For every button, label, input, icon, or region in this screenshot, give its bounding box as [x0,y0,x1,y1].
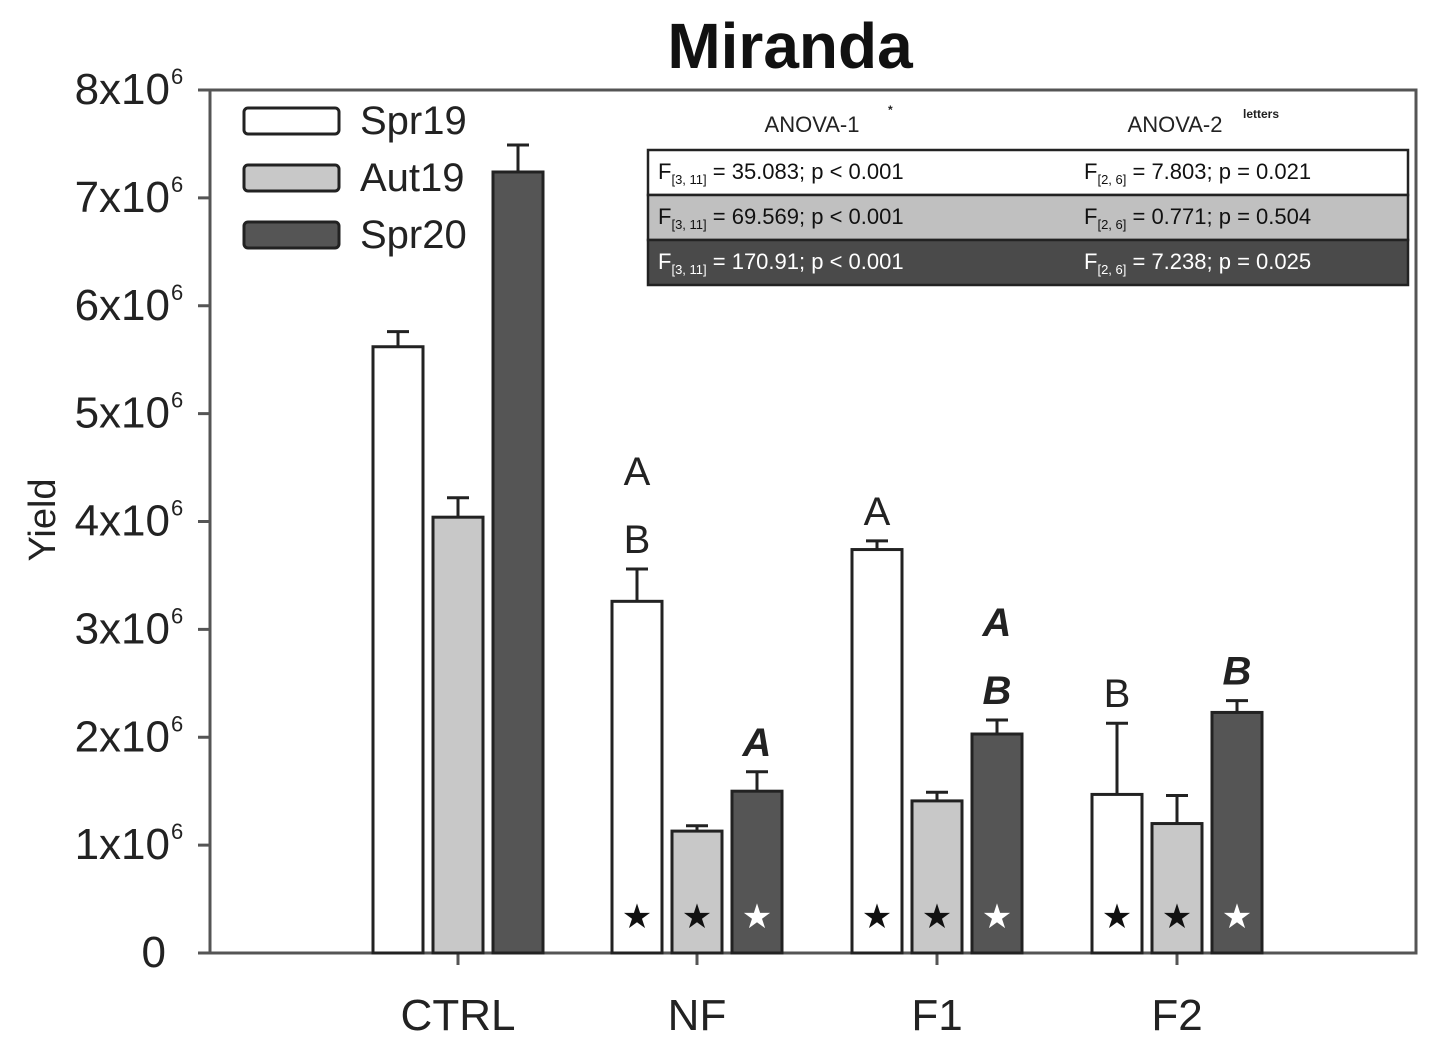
significance-star: ★ [742,898,772,936]
significance-star: ★ [682,898,712,936]
y-tick-exponent: 6 [171,603,183,628]
y-tick-exponent: 6 [171,496,183,521]
legend-label: Aut19 [360,156,465,200]
y-tick-exponent: 6 [171,819,183,844]
anova-2-header: ANOVA-2 [1128,112,1223,137]
y-tick-label: 4x10 [75,497,170,546]
bar-spr19-f1 [850,548,904,955]
y-tick-label: 3x10 [75,604,170,653]
anova-stat: F[3, 11] = 69.569; p < 0.001 [658,204,904,232]
group-letter: B [624,518,651,562]
anova-row [646,148,1410,197]
y-tick-exponent: 6 [171,388,183,413]
legend-swatch-spr19 [242,106,341,136]
y-tick-exponent: 6 [171,711,183,736]
anova-stat: F[2, 6] = 0.771; p = 0.504 [1084,204,1311,232]
chart-title: Miranda [667,10,913,82]
x-tick-label: F1 [911,991,962,1040]
bar-spr19-f2 [1090,792,1144,955]
bar-spr20-f1 [970,732,1024,955]
group-letter: A [742,721,772,765]
anova-table: ANOVA-1 * ANOVA-2 letters F[3, 11] = 35.083;… [646,103,1410,287]
x-tick-label: CTRL [401,991,516,1040]
y-tick-exponent: 6 [171,64,183,89]
group-letter: B [983,669,1012,713]
significance-star: ★ [862,898,892,936]
bar-aut19-f2 [1150,822,1204,955]
significance-star: ★ [1102,898,1132,936]
legend-label: Spr20 [360,213,467,257]
bar-spr19-ctrl [371,345,425,955]
y-tick-label: 1x10 [75,820,170,869]
significance-star: ★ [622,898,652,936]
anova-stat: F[3, 11] = 170.91; p < 0.001 [658,249,904,277]
anova-stat: F[2, 6] = 7.803; p = 0.021 [1084,159,1311,187]
bar-spr19-nf [610,599,664,955]
significance-star: ★ [1222,898,1252,936]
group-letter: B [1104,672,1131,716]
y-tick-label: 0 [142,928,166,977]
legend: Spr19 Aut19 Spr20 [242,99,467,257]
group-letter: B [1223,650,1252,694]
legend-label: Spr19 [360,99,467,143]
y-tick-label: 8x10 [75,65,170,114]
significance-star: ★ [1162,898,1192,936]
bar-aut19-ctrl [431,515,485,955]
anova-1-header: ANOVA-1 [765,112,860,137]
legend-swatch-spr20 [242,220,341,250]
anova-2-superscript: letters [1243,107,1279,121]
group-letter: A [624,450,651,494]
anova-row [646,238,1410,287]
y-axis-label: Yield [22,478,64,561]
y-tick-label: 7x10 [75,173,170,222]
anova-stat: F[3, 11] = 35.083; p < 0.001 [658,159,904,187]
anova-1-superscript: * [888,103,893,117]
significance-star: ★ [982,898,1012,936]
legend-swatch-aut19 [242,163,341,193]
bar-aut19-nf [670,829,724,955]
y-tick-exponent: 6 [171,280,183,305]
x-tick-label: F2 [1151,991,1202,1040]
significance-star: ★ [922,898,952,936]
group-letter: A [864,490,891,534]
bar-spr20-nf [730,789,784,955]
y-tick-label: 6x10 [75,281,170,330]
y-tick-label: 5x10 [75,389,170,438]
y-tick-exponent: 6 [171,172,183,197]
x-tick-label: NF [668,991,727,1040]
bar-spr20-f2 [1210,710,1264,955]
bar-spr20-ctrl [491,170,545,955]
anova-stat: F[2, 6] = 7.238; p = 0.025 [1084,249,1311,277]
y-tick-label: 2x10 [75,712,170,761]
group-letter: A [982,601,1012,645]
bar-aut19-f1 [910,799,964,955]
